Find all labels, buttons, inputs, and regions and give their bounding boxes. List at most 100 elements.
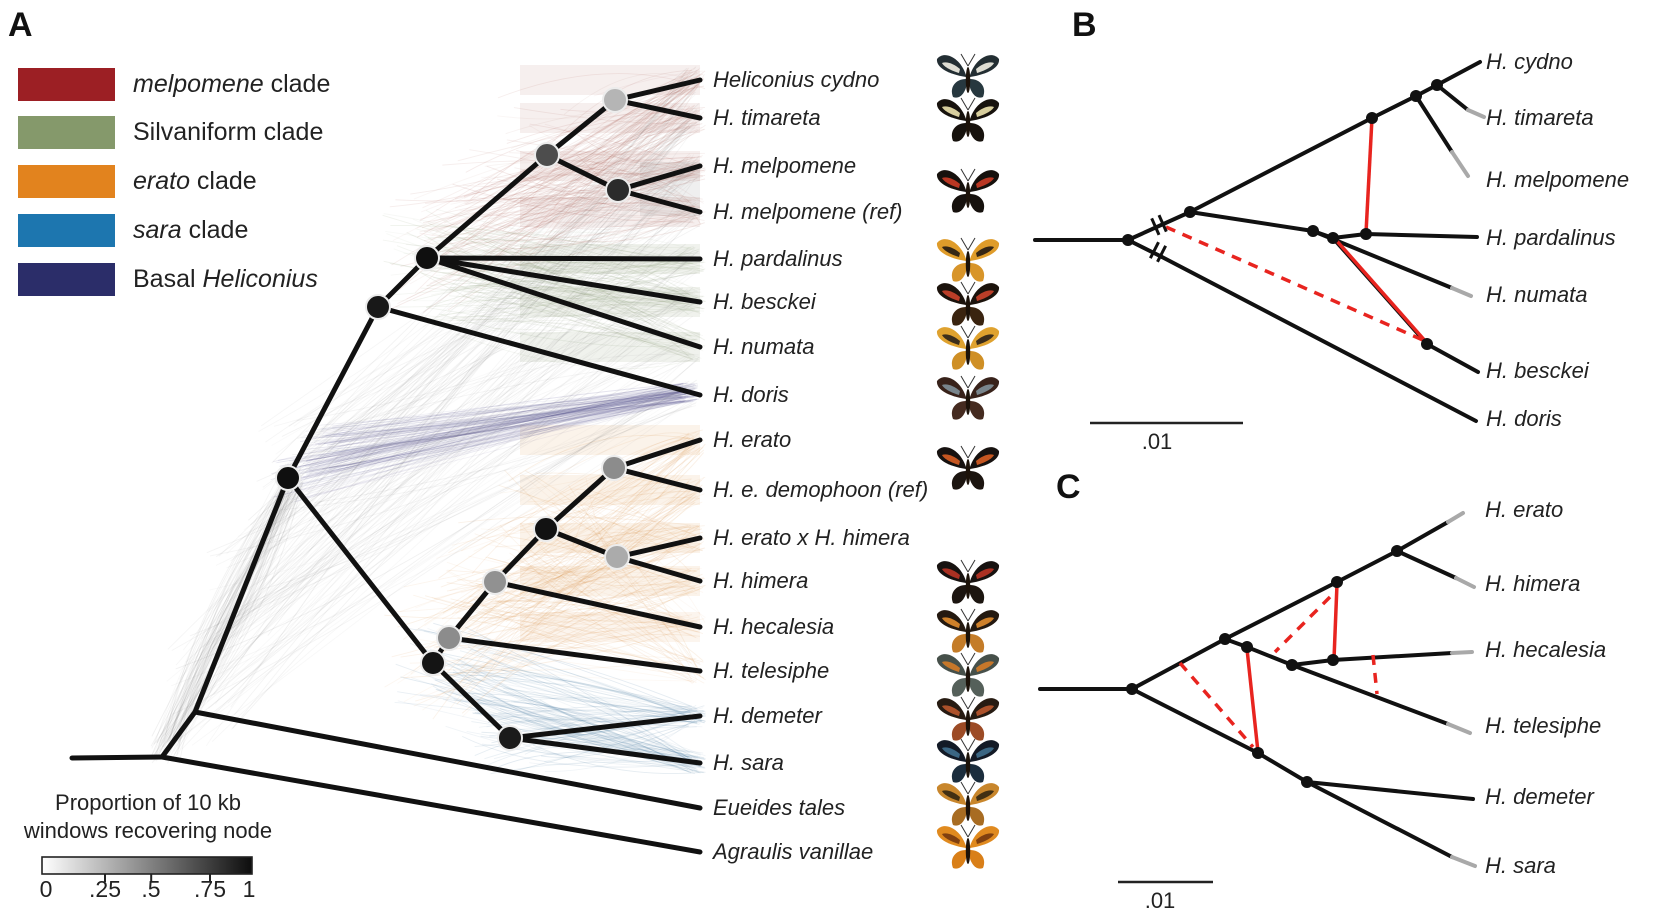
b-tip-label-h-melpomene: H. melpomene (1486, 167, 1630, 192)
proportion-node (275, 465, 301, 491)
colorbar-tick-25: .25 (89, 876, 121, 902)
tree-node (1360, 228, 1372, 240)
proportion-node (497, 725, 523, 751)
proportion-node (604, 544, 630, 570)
tip-label-h-telesiphe: H. telesiphe (713, 658, 830, 683)
colorbar-title-line2: windows recovering node (23, 818, 273, 843)
butterfly-h-telesiphe (936, 652, 1000, 697)
b-tip-label-h-cydno: H. cydno (1486, 49, 1573, 74)
proportion-node (602, 87, 628, 113)
tree-node (1301, 776, 1313, 788)
panel-c-tree (1038, 511, 1477, 884)
tip-label-h-melpomene: H. melpomene (713, 153, 857, 178)
legend-item-basal-heliconius: Basal Heliconius (18, 263, 318, 296)
consensus-tree (69, 77, 703, 855)
tip-label-h-pardalinus: H. pardalinus (713, 246, 843, 271)
butterfly-h-numata (936, 325, 1000, 370)
tip-label-h-melpomene-ref: H. melpomene (ref) (713, 199, 903, 224)
introgression-solid (1245, 648, 1260, 753)
tip-label-h-numata: H. numata (713, 334, 815, 359)
tip-label-h-demeter: H. demeter (713, 703, 822, 728)
proportion-node (365, 294, 391, 320)
legend-swatch-erato (18, 165, 115, 198)
colorbar-tick-100: 1 (242, 876, 256, 902)
butterfly-h-himera (936, 559, 1000, 604)
tree-node (1184, 206, 1196, 218)
introgression-dashed (1178, 661, 1255, 749)
b-tip-label-h-timareta: H. timareta (1486, 105, 1594, 130)
proportion-colorbar (41, 856, 253, 882)
introgression-dashed (1371, 654, 1379, 695)
colorbar-tick-50: .5 (141, 876, 161, 902)
tip-label-h-himera: H. himera (713, 568, 809, 593)
tree-node (1327, 654, 1339, 666)
butterfly-h-doris (936, 375, 1000, 420)
butterfly-h-hecalesia (936, 608, 1000, 653)
tree-node (1286, 659, 1298, 671)
legend-item-melpomene: melpomene clade (18, 68, 330, 101)
butterfly-h-pardalinus (936, 237, 1000, 282)
legend-label: erato clade (133, 167, 257, 195)
tip-label-h-hecalesia: H. hecalesia (713, 614, 835, 639)
tree-node (1421, 338, 1433, 350)
proportion-node (533, 516, 559, 542)
panel-c-letter: C (1056, 468, 1081, 506)
colorbar-tick-75: .75 (194, 876, 226, 902)
c-tip-label-h-erato: H. erato (1485, 497, 1564, 522)
tip-label-h-doris: H. doris (713, 382, 789, 407)
butterfly-h-sara (936, 738, 1000, 783)
legend-item-silvaniform: Silvaniform clade (18, 116, 323, 149)
c-tip-label-h-demeter: H. demeter (1485, 784, 1594, 809)
b-tip-label-h-numata: H. numata (1486, 282, 1588, 307)
legend-item-erato: erato clade (18, 165, 257, 198)
tree-node (1219, 633, 1231, 645)
legend-swatch-melpomene (18, 68, 115, 101)
tree-node (1431, 79, 1443, 91)
tree-node (1252, 747, 1264, 759)
legend-swatch-sara (18, 214, 115, 247)
tree-node (1241, 641, 1253, 653)
b-tip-label-h-besckei: H. besckei (1486, 358, 1589, 383)
c-tip-label-h-telesiphe: H. telesiphe (1485, 713, 1602, 738)
panel-b-scalebar-label: .01 (1141, 429, 1173, 454)
butterfly-h-melpomene (936, 168, 1000, 213)
colorbar-tick-0: 0 (39, 876, 53, 902)
branch-break-mark (1149, 241, 1167, 263)
butterfly-h-erato-demophoon (936, 445, 1000, 490)
legend-label: Basal Heliconius (133, 265, 318, 293)
panel-a-letter: A (8, 6, 33, 44)
legend-swatch-basal (18, 263, 115, 296)
legend-label: Silvaniform clade (133, 118, 324, 146)
tree-node (1366, 112, 1378, 124)
tip-label-h-e-demophoon-ref: H. e. demophoon (ref) (713, 477, 929, 502)
butterfly-heliconius-cydno (936, 53, 1000, 98)
consensus-tree-nodes (275, 87, 631, 751)
tree-node (1122, 234, 1134, 246)
c-tip-label-h-sara: H. sara (1485, 853, 1556, 878)
b-tip-label-h-doris: H. doris (1486, 406, 1562, 431)
tree-node (1327, 232, 1339, 244)
panel-c-scalebar-label: .01 (1144, 888, 1176, 913)
introgression-dashed (1165, 225, 1426, 343)
panel-b-tree (1033, 60, 1486, 425)
branch-break-mark (1150, 214, 1168, 236)
proportion-node (482, 569, 508, 595)
tip-label-h-timareta: H. timareta (713, 105, 821, 130)
butterfly-eueides-tales (936, 781, 1000, 826)
tip-label-agraulis-vanillae: Agraulis vanillae (713, 839, 874, 864)
tip-label-h-erato: H. erato (713, 427, 792, 452)
butterfly-h-timareta (936, 97, 1000, 142)
proportion-node (534, 142, 560, 168)
introgression-solid (1334, 238, 1429, 345)
c-tip-label-h-hecalesia: H. hecalesia (1485, 637, 1607, 662)
tip-label-h-sara: H. sara (713, 750, 784, 775)
proportion-node (420, 650, 446, 676)
tip-label-h-besckei: H. besckei (713, 289, 816, 314)
legend-label: sara clade (133, 216, 249, 244)
tip-label-h-erato-x-h-himera: H. erato x H. himera (713, 525, 910, 550)
tree-node (1307, 225, 1319, 237)
tree-node (1126, 683, 1138, 695)
colorbar-title-line1: Proportion of 10 kb (55, 790, 241, 815)
butterfly-agraulis-vanillae (936, 824, 1000, 869)
